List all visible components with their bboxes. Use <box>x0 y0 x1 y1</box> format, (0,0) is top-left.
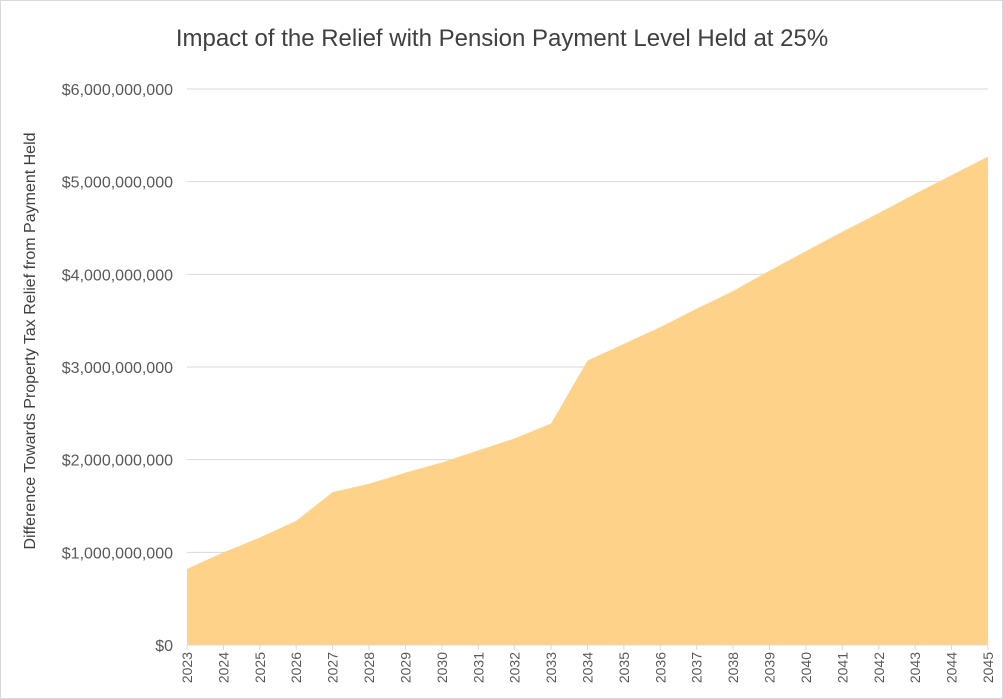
x-axis-ticks: 2023 2024 2025 2026 2027 2028 2029 2030 2031 2032… <box>179 645 996 683</box>
x-tick-label: 2028 <box>361 652 377 683</box>
x-tick-label: 2035 <box>616 652 632 683</box>
x-tick-label: 2024 <box>215 652 231 683</box>
x-tick-label: 2040 <box>798 652 814 683</box>
x-tick-label: 2037 <box>689 652 705 683</box>
x-tick-label: 2030 <box>434 652 450 683</box>
x-tick-label: 2034 <box>580 652 596 683</box>
y-tick-label: $1,000,000,000 <box>62 545 173 562</box>
x-tick-label: 2025 <box>252 652 268 683</box>
x-tick-label: 2029 <box>397 652 413 683</box>
x-tick-label: 2027 <box>325 652 341 683</box>
area-series <box>187 156 988 646</box>
x-tick-label: 2031 <box>470 652 486 683</box>
y-axis-ticks: $0 $1,000,000,000 $2,000,000,000 $3,000,000… <box>62 82 173 655</box>
y-tick-label: $3,000,000,000 <box>62 360 173 377</box>
chart-title: Impact of the Relief with Pension Paymen… <box>176 25 828 52</box>
x-tick-label: 2041 <box>834 652 850 683</box>
x-tick-label: 2033 <box>543 652 559 683</box>
x-tick-label: 2032 <box>507 652 523 683</box>
y-tick-label: $2,000,000,000 <box>62 453 173 470</box>
y-tick-label: $5,000,000,000 <box>62 175 173 192</box>
x-tick-label: 2023 <box>179 652 195 683</box>
x-tick-label: 2044 <box>944 652 960 683</box>
x-tick-label: 2043 <box>907 652 923 683</box>
y-tick-label: $0 <box>155 638 173 655</box>
x-tick-label: 2045 <box>980 652 996 683</box>
x-tick-label: 2042 <box>871 652 887 683</box>
y-axis-label: Difference Towards Property Tax Relief f… <box>22 132 39 549</box>
y-tick-label: $4,000,000,000 <box>62 267 173 284</box>
x-tick-label: 2036 <box>652 652 668 683</box>
y-tick-label: $6,000,000,000 <box>62 82 173 99</box>
x-tick-label: 2026 <box>288 652 304 683</box>
area-fill <box>187 156 988 645</box>
x-tick-label: 2039 <box>762 652 778 683</box>
x-tick-label: 2038 <box>725 652 741 683</box>
